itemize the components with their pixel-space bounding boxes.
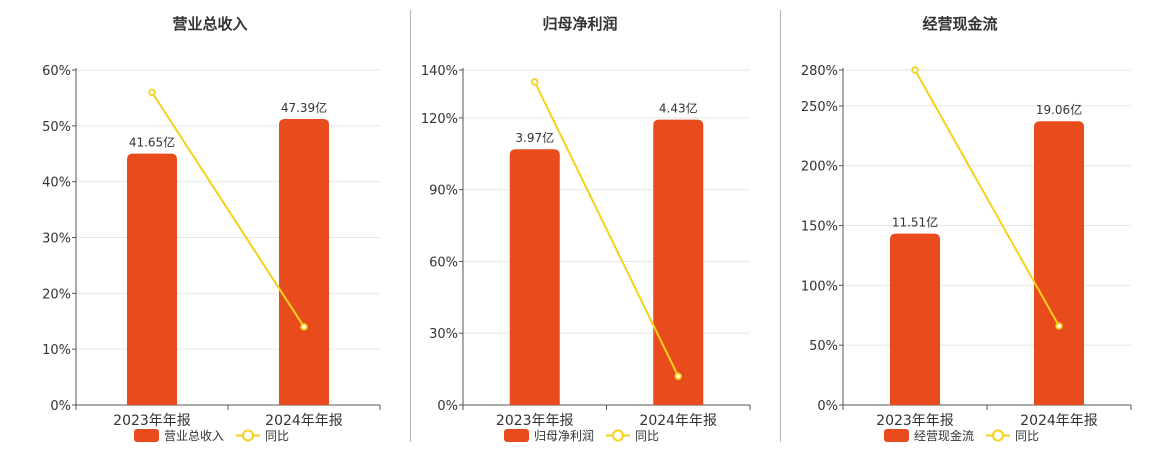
bar-data-label: 47.39亿	[281, 100, 327, 115]
legend: 归母净利润 同比	[504, 429, 659, 443]
legend-line-marker	[242, 429, 254, 442]
y-tick-label: 140%	[421, 64, 458, 79]
y-tick-label: 150%	[801, 220, 838, 235]
y-tick-label: 40%	[42, 176, 71, 191]
x-tick-label: 2024年年报	[639, 413, 717, 429]
x-tick-label: 2023年年报	[496, 413, 574, 429]
legend-bar-label: 归母净利润	[534, 429, 594, 443]
chart-title: 归母净利润	[542, 15, 617, 33]
legend-line-marker	[612, 429, 624, 442]
yoy-point	[674, 372, 682, 380]
y-tick-label: 20%	[42, 287, 71, 302]
chart-title: 营业总收入	[172, 15, 247, 33]
yoy-line	[151, 91, 305, 328]
bar	[279, 118, 329, 405]
chart-1: 营业总收入 0% 10% 20% 30% 40% 50% 60% 41.65亿 47.39亿 202…	[42, 15, 381, 443]
legend-bar-swatch	[504, 429, 529, 442]
legend-bar-swatch	[884, 429, 909, 442]
bar-data-label: 19.06亿	[1036, 102, 1082, 117]
legend-line-label: 同比	[635, 429, 659, 443]
legend-line-label: 同比	[1015, 429, 1039, 443]
bar-data-label: 4.43亿	[659, 101, 698, 116]
chart-2: 归母净利润 0% 30% 60% 90% 120% 140% 3.97亿 4.43亿 2023年年…	[421, 15, 751, 443]
legend-line-marker	[992, 429, 1004, 442]
bar	[509, 149, 560, 405]
x-tick-label: 2023年年报	[876, 413, 954, 429]
bar	[1034, 121, 1084, 406]
y-tick-label: 280%	[801, 64, 838, 79]
y-tick-label: 30%	[429, 327, 458, 342]
bar-data-label: 3.97亿	[515, 130, 554, 145]
y-tick-label: 90%	[429, 184, 458, 199]
yoy-point	[531, 78, 539, 86]
legend-bar-swatch	[134, 429, 159, 442]
x-tick-label: 2023年年报	[113, 413, 191, 429]
y-tick-label: 120%	[421, 112, 458, 127]
x-tick-label: 2024年年报	[1020, 413, 1098, 429]
bar	[890, 233, 940, 405]
bar	[127, 153, 177, 405]
bar-data-label: 41.65亿	[129, 135, 175, 150]
y-tick-label: 250%	[801, 100, 838, 115]
y-tick-label: 200%	[801, 160, 838, 175]
y-tick-label: 30%	[42, 232, 71, 247]
y-tick-label: 100%	[801, 279, 838, 294]
bar	[653, 119, 704, 405]
legend: 营业总收入 同比	[134, 429, 289, 443]
legend: 经营现金流 同比	[884, 428, 1039, 443]
yoy-point	[148, 88, 156, 97]
legend-bar-label: 营业总收入	[164, 429, 224, 443]
y-tick-label: 0%	[50, 399, 71, 414]
yoy-point	[911, 66, 919, 74]
x-tick-label: 2024年年报	[265, 413, 343, 429]
yoy-line	[533, 81, 680, 377]
y-tick-label: 10%	[42, 343, 71, 358]
y-tick-label: 50%	[42, 120, 71, 135]
yoy-line	[914, 69, 1060, 327]
y-tick-label: 0%	[437, 399, 458, 414]
y-tick-label: 60%	[429, 255, 458, 270]
legend-line-label: 同比	[265, 429, 289, 443]
bar-data-label: 11.51亿	[892, 215, 938, 230]
yoy-point	[300, 323, 308, 331]
chart-title: 经营现金流	[922, 15, 997, 33]
legend-bar-label: 经营现金流	[914, 428, 974, 443]
y-tick-label: 50%	[809, 339, 838, 354]
y-tick-label: 0%	[817, 399, 838, 414]
yoy-point	[1055, 322, 1063, 330]
chart-3: 经营现金流 0% 50% 100% 150% 200% 250% 280% 11.51亿 19.0…	[801, 15, 1132, 443]
y-tick-label: 60%	[42, 64, 71, 79]
